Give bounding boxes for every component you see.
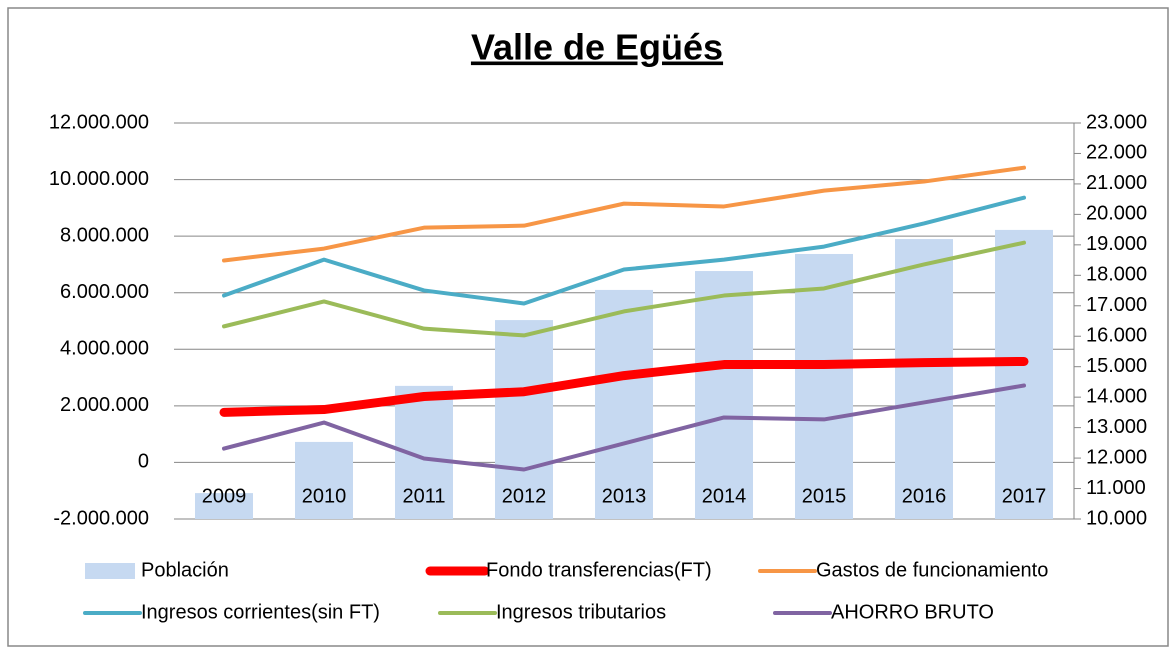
legend-label: Ingresos tributarios <box>496 601 666 623</box>
y2-tick-label: 23.000 <box>1086 111 1147 133</box>
bar <box>295 441 353 519</box>
line <box>222 240 1026 338</box>
y2-tick-label: 19.000 <box>1086 233 1147 255</box>
x-tick-label: 2011 <box>402 485 445 507</box>
y-tick-label: 10.000.000 <box>49 168 149 190</box>
legend-label: AHORRO BRUTO <box>831 601 994 623</box>
x-tick-label: 2017 <box>1002 485 1047 507</box>
x-tick-label: 2015 <box>802 485 847 507</box>
bar <box>595 289 653 519</box>
bar <box>495 320 553 519</box>
line <box>222 383 1026 472</box>
y-tick-label: 8.000.000 <box>60 224 149 246</box>
y-tick-label: -2.000.000 <box>53 507 149 529</box>
y2-tick-label: 16.000 <box>1086 325 1147 347</box>
x-tick-label: 2013 <box>602 485 647 507</box>
y2-tick-label: 20.000 <box>1086 203 1147 225</box>
y2-tick-label: 18.000 <box>1086 264 1147 286</box>
x-tick-label: 2010 <box>302 485 347 507</box>
y-tick-label: 6.000.000 <box>60 281 149 303</box>
x-tick-label: 2012 <box>502 485 547 507</box>
chart-title: Valle de Egüés <box>471 27 723 68</box>
y2-tick-label: 14.000 <box>1086 385 1147 407</box>
legend-label: Fondo transferencias(FT) <box>486 559 712 581</box>
y-tick-label: 0 <box>138 451 149 473</box>
y-tick-label: 4.000.000 <box>60 338 149 360</box>
legend-label: Gastos de funcionamiento <box>816 559 1048 581</box>
y2-tick-label: 13.000 <box>1086 416 1147 438</box>
y2-tick-label: 10.000 <box>1086 507 1147 529</box>
legend-swatch <box>85 563 135 579</box>
line <box>222 165 1026 263</box>
x-tick-label: 2009 <box>202 485 247 507</box>
y2-tick-label: 15.000 <box>1086 355 1147 377</box>
x-tick-label: 2014 <box>702 485 747 507</box>
line <box>219 356 1029 417</box>
y2-tick-label: 11.000 <box>1086 477 1146 499</box>
legend-label: Ingresos corrientes(sin FT) <box>141 601 380 623</box>
y2-tick-label: 22.000 <box>1086 142 1147 164</box>
bar <box>995 229 1053 520</box>
chart-border <box>7 7 1169 647</box>
bar <box>895 239 953 519</box>
y2-tick-label: 17.000 <box>1086 294 1147 316</box>
line <box>222 195 1026 306</box>
y2-tick-label: 12.000 <box>1086 446 1147 468</box>
y-tick-label: 12.000.000 <box>49 111 149 133</box>
bar <box>795 253 853 519</box>
legend-label: Población <box>141 559 229 581</box>
x-tick-label: 2016 <box>902 485 947 507</box>
y-tick-label: 2.000.000 <box>60 394 149 416</box>
bar <box>695 271 753 519</box>
bar <box>195 493 253 519</box>
y2-tick-label: 21.000 <box>1086 172 1147 194</box>
